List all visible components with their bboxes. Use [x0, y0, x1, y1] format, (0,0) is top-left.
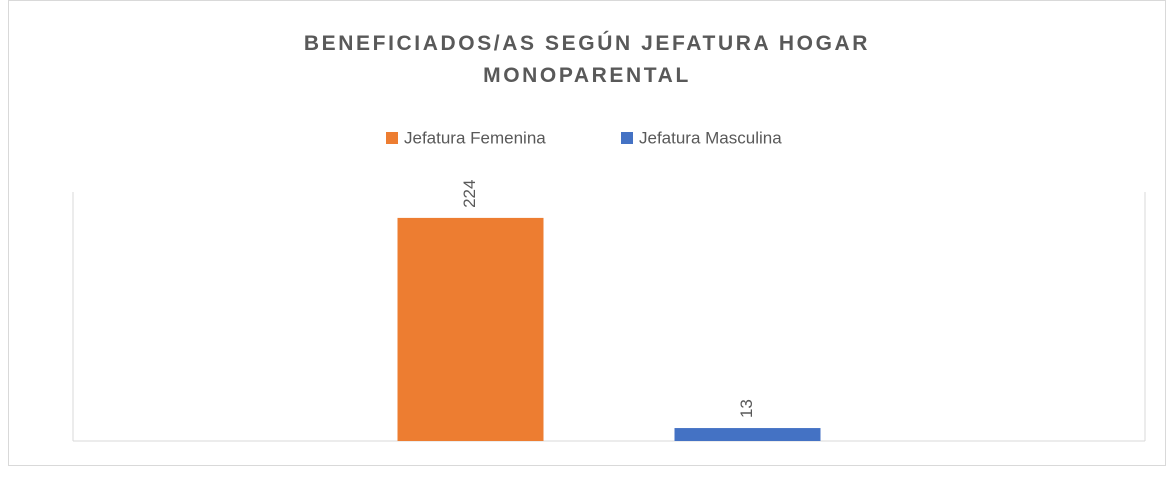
- data-label: 224: [460, 180, 479, 208]
- data-label: 13: [737, 399, 756, 418]
- bar: [397, 217, 544, 441]
- legend-label: Jefatura Masculina: [639, 128, 782, 147]
- chart-frame: [8, 0, 1166, 466]
- legend-label: Jefatura Femenina: [404, 128, 546, 147]
- legend-swatch: [621, 132, 633, 144]
- bar: [674, 428, 821, 441]
- chart-title: BENEFICIADOS/AS SEGÚN JEFATURA HOGAR MON…: [303, 32, 871, 87]
- legend-swatch: [386, 132, 398, 144]
